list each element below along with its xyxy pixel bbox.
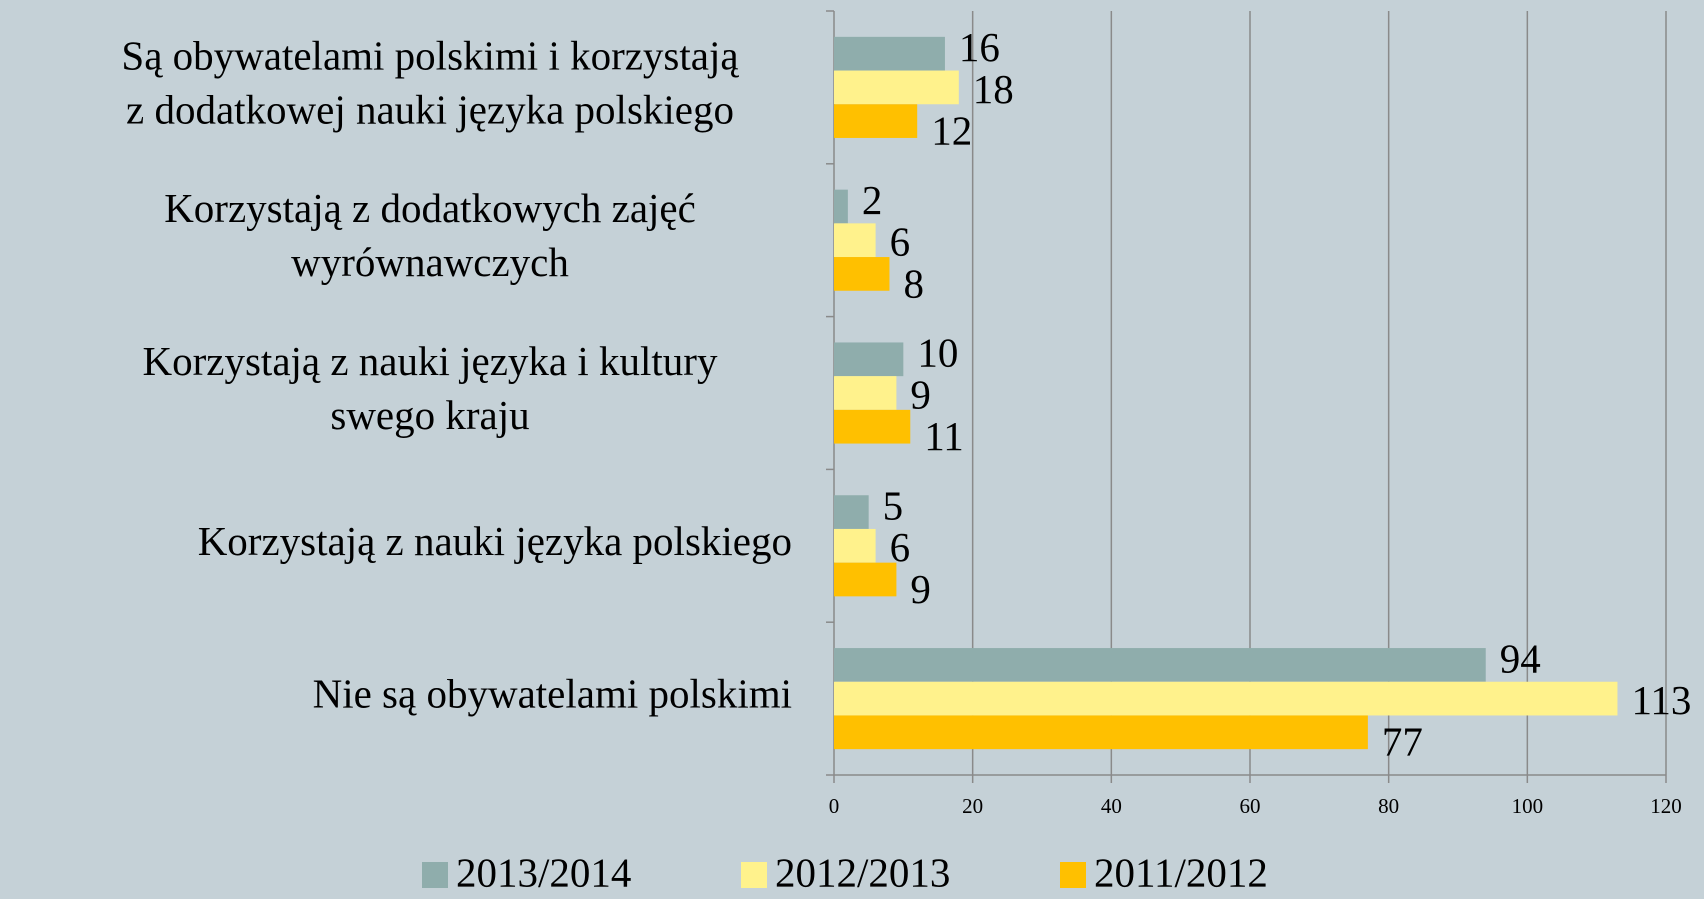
bar [834,223,876,258]
x-tick-label: 80 [1378,794,1399,818]
value-label: 2 [862,177,883,223]
category-label: Są obywatelami polskimi i korzystają z do… [121,33,739,133]
x-tick-label: 60 [1240,794,1261,818]
bar [834,189,848,224]
bar [834,70,959,105]
value-label: 18 [973,66,1014,112]
value-label: 9 [910,566,931,612]
bar [834,36,945,71]
value-label: 113 [1631,677,1691,723]
category-label: Korzystają z nauki języka polskiego [198,518,792,564]
x-tick-label: 120 [1650,794,1682,818]
bar [834,376,897,410]
value-label: 11 [924,413,963,459]
value-label: 94 [1500,635,1541,681]
bar [834,648,1486,682]
bar [834,409,911,444]
value-label: 5 [883,483,904,529]
value-label: 6 [890,219,911,265]
bar [834,495,869,529]
category-label: Korzystają z dodatkowych zajęć wyrównawcz… [164,186,696,286]
bar [834,715,1368,750]
x-tick-label: 0 [829,794,840,818]
value-label: 16 [959,24,1000,70]
bar [834,528,876,563]
x-tick-label: 100 [1512,794,1544,818]
legend-swatch [422,862,448,888]
value-label: 9 [910,371,931,417]
bar [834,681,1618,716]
legend-swatch [741,862,767,888]
bar [834,257,890,291]
x-tick-label: 40 [1101,794,1122,818]
category-label: Korzystają z nauki języka i kultury swego… [143,338,718,438]
value-label: 6 [890,524,911,570]
bar [834,104,918,138]
x-tick-label: 20 [962,794,983,818]
bar [834,342,904,377]
value-label: 8 [903,260,924,306]
bar [834,562,897,597]
category-label: Nie są obywatelami polskimi [313,671,792,717]
legend-label: 2012/2013 [775,849,950,895]
value-label: 10 [917,330,958,376]
value-label: 12 [931,108,972,154]
legend-label: 2011/2012 [1094,849,1268,895]
legend-swatch [1060,862,1086,888]
value-label: 77 [1382,719,1423,765]
legend-label: 2013/2014 [456,849,631,895]
